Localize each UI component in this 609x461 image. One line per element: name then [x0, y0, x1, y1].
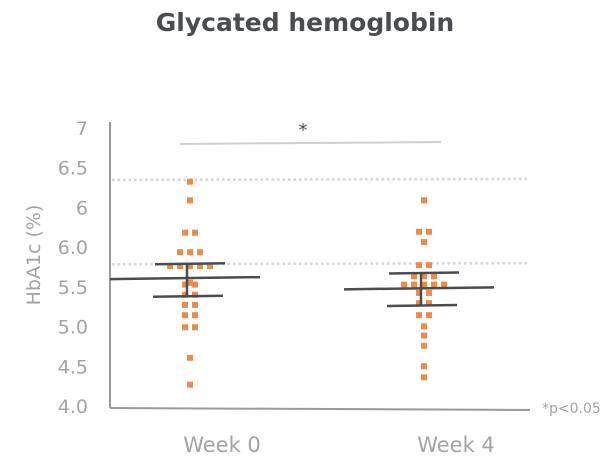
- data-point: [421, 197, 427, 204]
- data-point: [426, 228, 432, 235]
- data-point: [197, 263, 203, 270]
- data-point: [401, 281, 407, 288]
- error-cap-upper: [388, 271, 460, 275]
- y-tick-label: 6.0: [58, 237, 88, 259]
- data-point: [421, 238, 427, 245]
- data-point: [192, 324, 198, 331]
- data-point: [421, 281, 427, 288]
- data-point: [421, 374, 427, 381]
- data-point: [426, 300, 432, 307]
- error-cap-lower: [152, 294, 224, 298]
- data-point: [182, 324, 188, 331]
- x-tick-label: Week 4: [417, 433, 495, 457]
- data-point: [426, 312, 432, 319]
- data-point: [182, 291, 188, 298]
- data-point: [187, 381, 193, 388]
- mean-line: [109, 275, 261, 281]
- data-point: [416, 312, 422, 319]
- y-tick-label: 4.0: [58, 396, 88, 418]
- data-point: [182, 281, 188, 288]
- data-point: [411, 281, 417, 288]
- data-point: [187, 178, 193, 185]
- y-tick-label: 6: [76, 197, 88, 219]
- data-point: [421, 323, 427, 330]
- data-point: [197, 249, 203, 256]
- x-tick-label: Week 0: [183, 433, 261, 457]
- data-point: [187, 249, 193, 256]
- data-point: [426, 262, 432, 269]
- data-point: [182, 312, 188, 319]
- data-point: [182, 229, 188, 236]
- data-point: [192, 301, 198, 308]
- data-point: [192, 229, 198, 236]
- data-point: [207, 263, 213, 270]
- data-point: [416, 289, 422, 296]
- data-point: [421, 332, 427, 339]
- data-point: [421, 342, 427, 349]
- data-point: [167, 263, 173, 270]
- data-point: [421, 363, 427, 370]
- data-point: [192, 312, 198, 319]
- data-point: [426, 289, 432, 296]
- y-tick-label: 7: [76, 118, 88, 140]
- data-point: [192, 291, 198, 298]
- y-tick-label: 4.5: [58, 356, 88, 378]
- y-axis-label: HbA1c (%): [23, 205, 45, 306]
- reference-line: [111, 261, 529, 266]
- mean-line: [343, 286, 495, 291]
- data-point: [416, 228, 422, 235]
- data-point: [192, 281, 198, 288]
- x-axis: [109, 407, 531, 411]
- data-point: [441, 281, 447, 288]
- significance-star: *: [299, 120, 308, 141]
- error-cap-upper: [154, 261, 226, 266]
- data-point: [187, 354, 193, 361]
- reference-line: [111, 177, 529, 182]
- y-tick-label: 5.0: [58, 317, 88, 339]
- data-point: [431, 273, 437, 280]
- y-tick-label: 5.5: [58, 277, 88, 299]
- y-tick-label: 6.5: [58, 158, 88, 180]
- data-point: [187, 197, 193, 204]
- data-point: [182, 301, 188, 308]
- error-cap-lower: [386, 303, 458, 308]
- chart-title: Glycated hemoglobin: [156, 8, 454, 37]
- data-point: [177, 263, 183, 270]
- data-point: [411, 273, 417, 280]
- significance-bar: [179, 141, 442, 145]
- data-point: [177, 249, 183, 256]
- data-point: [416, 300, 422, 307]
- data-point: [187, 279, 193, 286]
- data-point: [421, 273, 427, 280]
- data-point: [416, 262, 422, 269]
- data-point: [187, 263, 193, 270]
- significance-annotation: *p<0.05: [542, 401, 601, 417]
- data-point: [431, 281, 437, 288]
